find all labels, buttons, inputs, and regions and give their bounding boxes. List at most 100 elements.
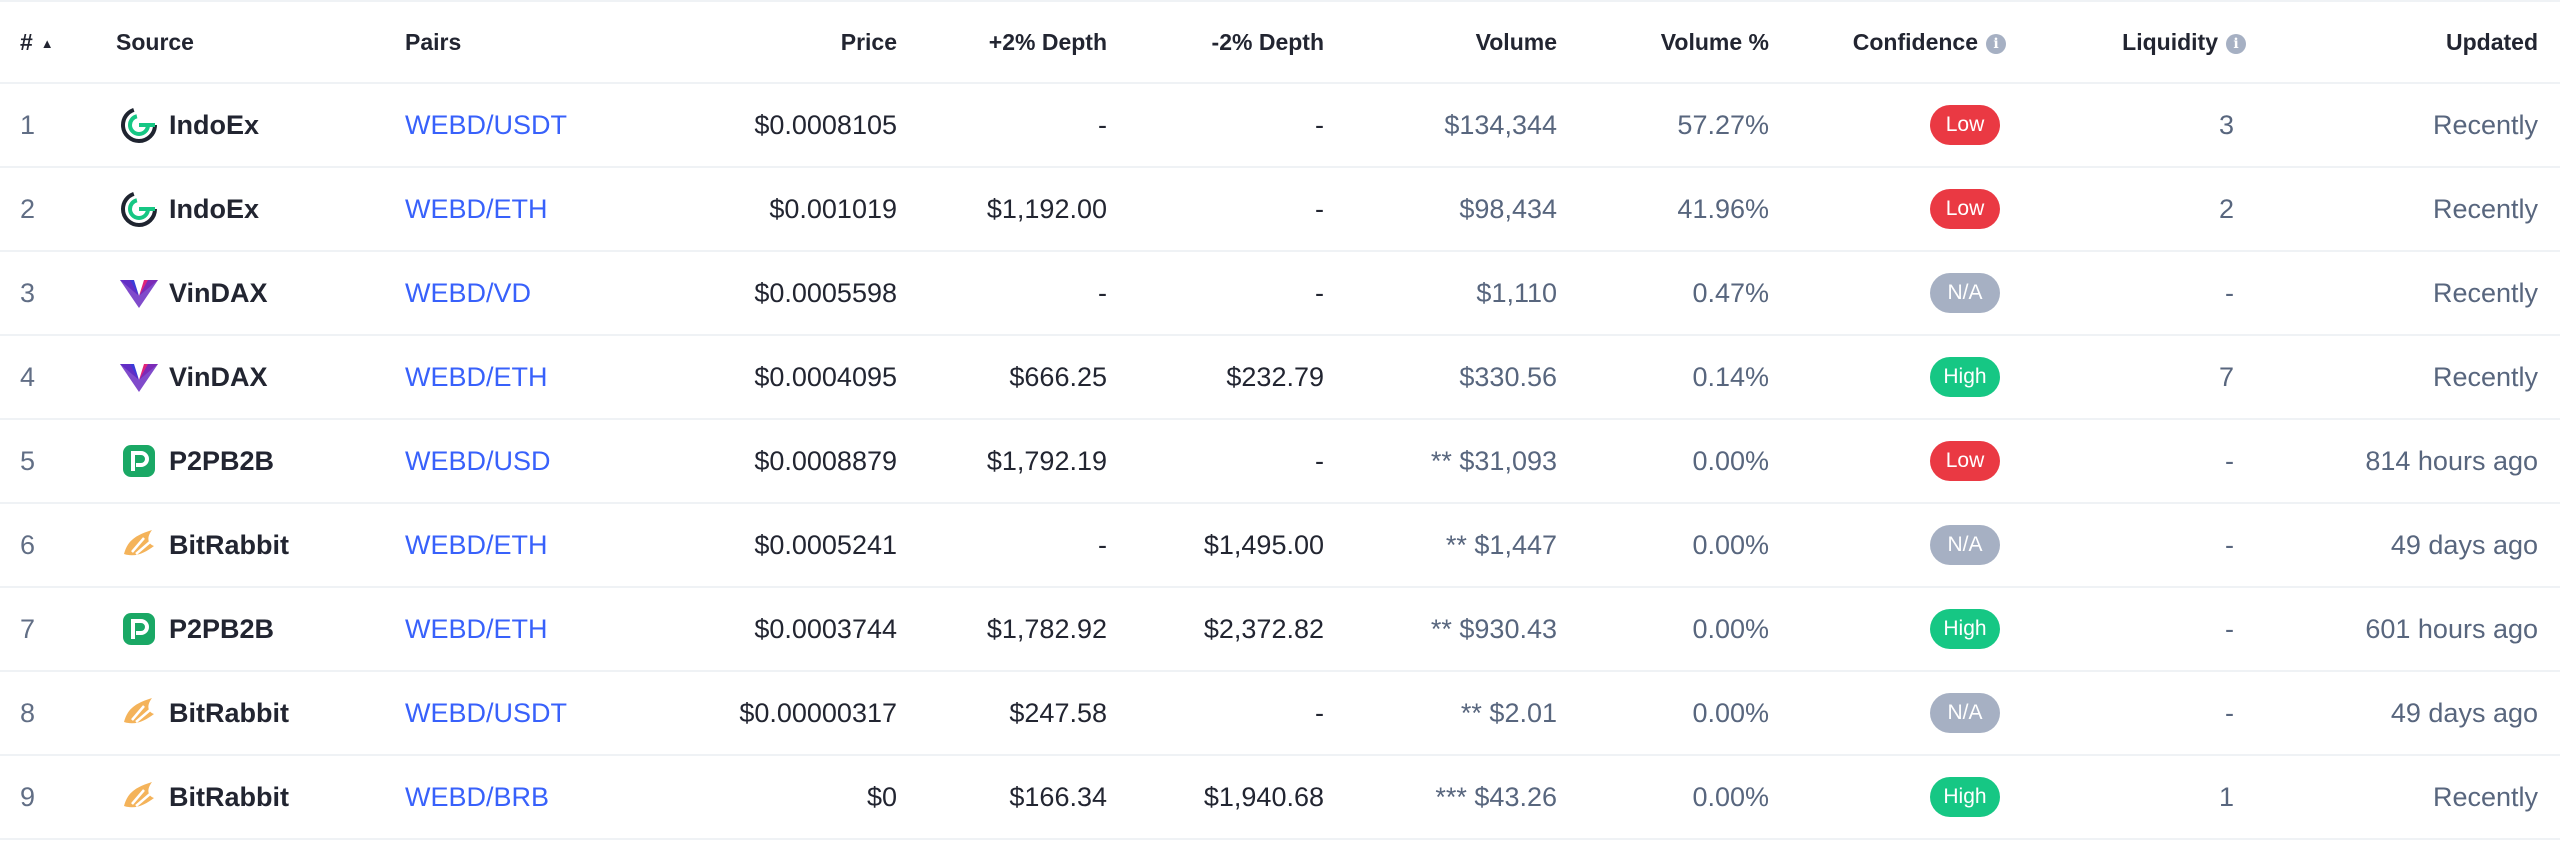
- table-row[interactable]: 7 P2PB2B WEBD/ETH $0.0003744 $1,782.92 $…: [0, 587, 2560, 672]
- col-pairs-label: Pairs: [405, 28, 462, 55]
- pair-cell[interactable]: WEBD/USD: [385, 419, 685, 504]
- volume-cell: $134,344: [1324, 83, 1557, 168]
- vindax-logo-icon: [117, 271, 161, 315]
- table-row[interactable]: 9 BitRabbit WEBD/BRB $0 $166.34 $1,940.6…: [0, 755, 2560, 840]
- source-name[interactable]: VinDAX: [169, 361, 268, 392]
- depth-plus-cell: $166.34: [897, 755, 1107, 840]
- col-source-header[interactable]: Source: [95, 1, 385, 84]
- bitrabbit-logo-icon: [117, 775, 161, 819]
- price-cell: $0.0005598: [685, 251, 897, 336]
- col-volume-pct-header[interactable]: Volume %: [1557, 1, 1769, 84]
- col-volume-label: Volume: [1475, 28, 1557, 55]
- info-icon[interactable]: i: [1986, 33, 2006, 54]
- price-cell: $0.0004095: [685, 335, 897, 420]
- source-name[interactable]: P2PB2B: [169, 613, 275, 644]
- table-row[interactable]: 6 BitRabbit WEBD/ETH $0.0005241 - $1,495…: [0, 503, 2560, 588]
- col-rank-header[interactable]: # ▲: [0, 1, 95, 84]
- source-name[interactable]: BitRabbit: [169, 697, 289, 728]
- depth-plus-cell: -: [897, 503, 1107, 588]
- rank-cell: 5: [0, 419, 95, 504]
- source-name[interactable]: IndoEx: [169, 193, 260, 224]
- pair-cell[interactable]: WEBD/USDT: [385, 671, 685, 756]
- updated-cell: 49 days ago: [2262, 503, 2560, 588]
- rank-cell: 1: [0, 83, 95, 168]
- volume-cell: ** $930.43: [1324, 587, 1557, 672]
- col-liquidity-header[interactable]: Liquidity i: [2022, 1, 2262, 84]
- confidence-cell: N/A: [1769, 251, 2022, 336]
- table-row[interactable]: 1 IndoEx WEBD/USDT $0.0008105 - - $134,3…: [0, 83, 2560, 168]
- col-price-header[interactable]: Price: [685, 1, 897, 84]
- price-cell: $0.0008879: [685, 419, 897, 504]
- confidence-badge: Low: [1930, 105, 2000, 145]
- source-cell[interactable]: VinDAX: [95, 251, 385, 336]
- confidence-cell: Low: [1769, 83, 2022, 168]
- depth-plus-cell: -: [897, 251, 1107, 336]
- rank-cell: 8: [0, 671, 95, 756]
- price-cell: $0.00000317: [685, 671, 897, 756]
- pair-link[interactable]: WEBD/VD: [405, 277, 532, 308]
- pair-link[interactable]: WEBD/USD: [405, 445, 551, 476]
- liquidity-cell: 2: [2022, 167, 2262, 252]
- depth-minus-cell: $1,940.68: [1107, 755, 1324, 840]
- updated-cell: 814 hours ago: [2262, 419, 2560, 504]
- col-updated-header[interactable]: Updated: [2262, 1, 2560, 84]
- pair-cell[interactable]: WEBD/ETH: [385, 167, 685, 252]
- col-depth-plus-header[interactable]: +2% Depth: [897, 1, 1107, 84]
- liquidity-cell: 7: [2022, 335, 2262, 420]
- source-cell[interactable]: BitRabbit: [95, 671, 385, 756]
- pair-link[interactable]: WEBD/BRB: [405, 781, 550, 812]
- pair-cell[interactable]: WEBD/ETH: [385, 335, 685, 420]
- pair-link[interactable]: WEBD/ETH: [405, 613, 548, 644]
- confidence-cell: High: [1769, 755, 2022, 840]
- pair-cell[interactable]: WEBD/ETH: [385, 587, 685, 672]
- pair-cell[interactable]: WEBD/USDT: [385, 83, 685, 168]
- source-cell[interactable]: VinDAX: [95, 335, 385, 420]
- source-cell[interactable]: IndoEx: [95, 83, 385, 168]
- col-depth-minus-header[interactable]: -2% Depth: [1107, 1, 1324, 84]
- pair-cell[interactable]: WEBD/ETH: [385, 503, 685, 588]
- col-pairs-header[interactable]: Pairs: [385, 1, 685, 84]
- pair-link[interactable]: WEBD/ETH: [405, 529, 548, 560]
- source-name[interactable]: IndoEx: [169, 109, 260, 140]
- header-row: # ▲ Source Pairs Price +2% Depth -2% Dept…: [0, 1, 2560, 84]
- table-row[interactable]: 8 BitRabbit WEBD/USDT $0.00000317 $247.5…: [0, 671, 2560, 756]
- source-name[interactable]: BitRabbit: [169, 529, 289, 560]
- source-cell[interactable]: BitRabbit: [95, 755, 385, 840]
- pair-link[interactable]: WEBD/ETH: [405, 361, 548, 392]
- pair-cell[interactable]: WEBD/BRB: [385, 755, 685, 840]
- pair-link[interactable]: WEBD/ETH: [405, 193, 548, 224]
- pair-link[interactable]: WEBD/USDT: [405, 109, 567, 140]
- pair-cell[interactable]: WEBD/VD: [385, 251, 685, 336]
- volume-pct-cell: 0.00%: [1557, 755, 1769, 840]
- confidence-badge: High: [1930, 609, 2000, 649]
- source-cell[interactable]: P2PB2B: [95, 587, 385, 672]
- source-cell[interactable]: IndoEx: [95, 167, 385, 252]
- confidence-cell: N/A: [1769, 671, 2022, 756]
- table-row[interactable]: 5 P2PB2B WEBD/USD $0.0008879 $1,792.19 -…: [0, 419, 2560, 504]
- updated-cell: Recently: [2262, 167, 2560, 252]
- table-row[interactable]: 3 VinDAX WEBD/VD $0.0005598 - - $1,110 0…: [0, 251, 2560, 336]
- price-cell: $0: [685, 755, 897, 840]
- source-name[interactable]: BitRabbit: [169, 781, 289, 812]
- table-header: # ▲ Source Pairs Price +2% Depth -2% Dept…: [0, 1, 2560, 84]
- col-confidence-header[interactable]: Confidence i: [1769, 1, 2022, 84]
- info-icon[interactable]: i: [2226, 33, 2246, 54]
- rank-cell: 3: [0, 251, 95, 336]
- source-cell[interactable]: P2PB2B: [95, 419, 385, 504]
- volume-cell: $98,434: [1324, 167, 1557, 252]
- liquidity-cell: 1: [2022, 755, 2262, 840]
- pair-link[interactable]: WEBD/USDT: [405, 697, 567, 728]
- rank-cell: 6: [0, 503, 95, 588]
- updated-cell: Recently: [2262, 83, 2560, 168]
- source-name[interactable]: P2PB2B: [169, 445, 275, 476]
- source-cell[interactable]: BitRabbit: [95, 503, 385, 588]
- liquidity-cell: 3: [2022, 83, 2262, 168]
- col-volume-header[interactable]: Volume: [1324, 1, 1557, 84]
- source-name[interactable]: VinDAX: [169, 277, 268, 308]
- vindax-logo-icon: [117, 355, 161, 399]
- table-row[interactable]: 2 IndoEx WEBD/ETH $0.001019 $1,192.00 - …: [0, 167, 2560, 252]
- updated-cell: 601 hours ago: [2262, 587, 2560, 672]
- table-row[interactable]: 4 VinDAX WEBD/ETH $0.0004095 $666.25 $23…: [0, 335, 2560, 420]
- rank-cell: 9: [0, 755, 95, 840]
- rank-cell: 2: [0, 167, 95, 252]
